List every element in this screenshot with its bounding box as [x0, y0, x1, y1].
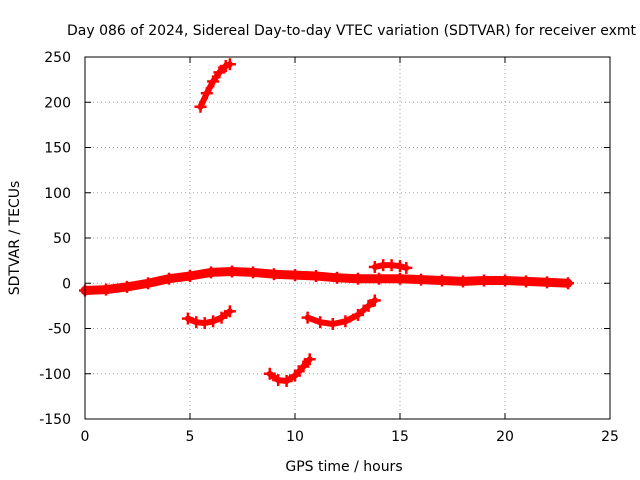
data-point [303, 353, 316, 366]
data-point [297, 360, 310, 373]
data-point [198, 317, 211, 330]
data-point [223, 305, 236, 318]
data-point [520, 275, 532, 288]
chart-title: Day 086 of 2024, Sidereal Day-to-day VTE… [67, 23, 637, 39]
data-point [362, 299, 375, 312]
plot-frame [84, 56, 611, 420]
x-tick-label: 25 [601, 429, 619, 445]
data-point [163, 272, 175, 285]
data-point [368, 260, 381, 273]
data-point [263, 367, 276, 380]
data-point [184, 270, 196, 283]
x-tick-label: 0 [81, 429, 90, 445]
data-point [247, 266, 259, 279]
y-tick-label: 250 [44, 50, 71, 66]
x-tick-label: 5 [186, 429, 195, 445]
x-tick-label: 15 [391, 429, 409, 445]
data-point [331, 271, 343, 284]
data-point [368, 294, 381, 307]
data-point [200, 87, 213, 100]
x-tick-label: 20 [496, 429, 514, 445]
y-tick-label: 0 [62, 276, 71, 292]
data-point [226, 265, 238, 278]
data-point [194, 100, 207, 113]
data-point [415, 273, 427, 286]
data-point [352, 308, 364, 321]
data-point [301, 311, 314, 324]
series-main-trace [80, 267, 573, 295]
y-tick-label: -100 [39, 367, 71, 383]
data-point [499, 274, 511, 287]
data-point [268, 268, 280, 281]
y-axis-label: SDTVAR / TECUs [7, 181, 23, 296]
data-point [478, 274, 490, 287]
data-point [373, 272, 385, 285]
data-point [394, 260, 406, 273]
data-point [289, 269, 301, 282]
y-tick-label: -50 [48, 322, 71, 338]
x-axis-label: GPS time / hours [285, 459, 402, 475]
data-point [181, 312, 194, 325]
data-point [207, 315, 220, 328]
data-point [142, 277, 154, 290]
y-tick-label: 150 [44, 141, 71, 157]
data-point [436, 274, 448, 287]
data-point [207, 75, 220, 88]
data-point [121, 280, 133, 293]
data-point [457, 275, 469, 288]
data-point [339, 315, 352, 328]
data-point [100, 283, 112, 296]
y-tick-label: 200 [44, 95, 71, 111]
data-point [562, 277, 574, 290]
data-point [215, 311, 228, 324]
y-tick-label: 50 [53, 231, 71, 247]
axis-ticks: 0 5 10 15 20 25 -150 -100 -50 0 50 100 150 200 250 [39, 50, 619, 445]
data-point [213, 66, 226, 79]
data-point [314, 316, 327, 329]
y-tick-label: 100 [44, 186, 71, 202]
data-point [326, 317, 339, 330]
data-point [310, 270, 322, 283]
data-point [280, 374, 293, 387]
data-point [289, 369, 301, 382]
y-tick-label: -150 [39, 412, 71, 428]
data-point [352, 272, 364, 285]
series-layer [79, 58, 574, 387]
data-point [400, 261, 413, 274]
data-point [541, 276, 553, 289]
data-point [223, 58, 236, 71]
grid [85, 57, 610, 419]
data-point [394, 272, 406, 285]
x-tick-label: 10 [286, 429, 304, 445]
data-point [205, 266, 217, 279]
